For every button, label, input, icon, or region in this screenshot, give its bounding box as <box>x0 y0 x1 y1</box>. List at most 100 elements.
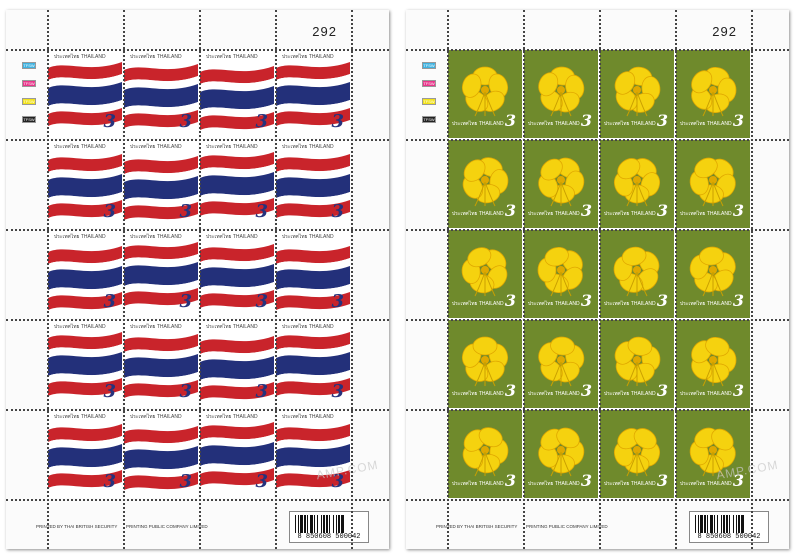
stamp-country-caption: ประเทศไทย THAILAND <box>54 324 106 330</box>
barcode-bar <box>733 515 734 533</box>
barcode-bar <box>729 515 730 533</box>
barcode-bar <box>317 515 318 533</box>
flag-stamp: ประเทศไทย THAILAND 3 <box>200 140 274 228</box>
stamp-country-caption: ประเทศไทย THAILAND <box>452 391 504 397</box>
stamp-denomination: 3 <box>103 111 116 132</box>
flower-stamp: ประเทศไทย THAILAND 3 <box>600 50 674 138</box>
thai-flag-image <box>48 62 122 126</box>
golden-shower-flower-image <box>600 140 674 228</box>
stamp-country-caption: ประเทศไทย THAILAND <box>206 414 258 420</box>
flag-stamp: ประเทศไทย THAILAND 3 <box>276 320 350 408</box>
stamp-country-caption: ประเทศไทย THAILAND <box>282 54 334 60</box>
thai-flag-image <box>200 152 274 216</box>
barcode-bar <box>721 515 722 533</box>
thai-flag-image <box>200 66 274 130</box>
barcode-bar <box>336 515 337 533</box>
flower-stamp: ประเทศไทย THAILAND 3 <box>676 140 750 228</box>
perforation-row <box>406 139 789 141</box>
stamp-country-caption: ประเทศไทย THAILAND <box>680 211 732 217</box>
stamp-denomination: 3 <box>732 291 744 310</box>
flower-stamp: ประเทศไทย THAILAND 3 <box>448 50 522 138</box>
flag-stamp: ประเทศไทย THAILAND 3 <box>48 320 122 408</box>
stamp-denomination: 3 <box>656 111 668 130</box>
stamp-denomination: 3 <box>504 291 516 310</box>
flower-stamp: ประเทศไทย THAILAND 3 <box>524 320 598 408</box>
stamp-denomination: 3 <box>732 381 744 400</box>
stamp-country-caption: ประเทศไทย THAILAND <box>130 234 182 240</box>
stamp-denomination: 3 <box>255 111 268 132</box>
stamp-denomination: 3 <box>179 471 192 492</box>
perforation-column <box>447 10 449 549</box>
color-swatch: TFSW <box>22 116 36 123</box>
golden-shower-flower-image <box>524 410 598 498</box>
golden-shower-flower-image <box>524 320 598 408</box>
color-swatch: TFSW <box>22 80 36 87</box>
thai-flag-image <box>200 336 274 400</box>
stamp-country-caption: ประเทศไทย THAILAND <box>282 414 334 420</box>
stamp-country-caption: ประเทศไทย THAILAND <box>604 121 656 127</box>
printer-imprint-left: PRINTED BY THAI BRITISH SECURITY <box>36 524 118 529</box>
stamp-denomination: 3 <box>504 381 516 400</box>
stamp-denomination: 3 <box>580 111 592 130</box>
golden-shower-flower-image <box>676 140 750 228</box>
stamp-country-caption: ประเทศไทย THAILAND <box>54 144 106 150</box>
golden-shower-flower-image <box>600 320 674 408</box>
thai-flag-image <box>48 246 122 310</box>
thai-flag-image <box>124 242 198 306</box>
golden-shower-flower-image <box>600 410 674 498</box>
stamp-country-caption: ประเทศไทย THAILAND <box>452 211 504 217</box>
golden-shower-flower-image <box>524 140 598 228</box>
perforation-row <box>406 49 789 51</box>
stamp-denomination: 3 <box>255 471 268 492</box>
flower-stamp: ประเทศไทย THAILAND 3 <box>600 140 674 228</box>
stamp-country-caption: ประเทศไทย THAILAND <box>604 301 656 307</box>
stamp-denomination: 3 <box>103 291 116 312</box>
stamp-country-caption: ประเทศไทย THAILAND <box>130 324 182 330</box>
flag-stamp: ประเทศไทย THAILAND 3 <box>124 50 198 138</box>
barcode-bar <box>700 515 703 533</box>
barcode-bar <box>710 515 713 533</box>
stamp-denomination: 3 <box>656 201 668 220</box>
thai-flag-image <box>48 332 122 396</box>
color-swatch: TFSW <box>422 62 436 69</box>
barcode-bar <box>323 515 325 533</box>
golden-shower-flower-image <box>600 50 674 138</box>
perforation-row <box>6 319 389 321</box>
printer-imprint-right: PRINTING PUBLIC COMPANY LIMITED <box>126 524 208 529</box>
flag-stamp: ประเทศไทย THAILAND 3 <box>276 50 350 138</box>
stamp-country-caption: ประเทศไทย THAILAND <box>528 301 580 307</box>
perforation-column <box>751 10 753 549</box>
barcode-bar <box>341 515 344 533</box>
golden-shower-flower-image <box>676 50 750 138</box>
thai-flag-image <box>124 64 198 128</box>
perforation-row <box>406 409 789 411</box>
stamp-denomination: 3 <box>504 201 516 220</box>
stamp-denomination: 3 <box>331 111 344 132</box>
stamp-denomination: 3 <box>331 381 344 402</box>
flower-stamp: ประเทศไทย THAILAND 3 <box>676 410 750 498</box>
flower-stamp-sheet: 292 TFSW TFSW TFSW TFSW ประเทศไทย THAILAND 3… <box>406 10 789 549</box>
golden-shower-flower-image <box>448 320 522 408</box>
thai-flag-image <box>276 424 350 488</box>
barcode-bar <box>321 515 322 533</box>
stamp-denomination: 3 <box>580 381 592 400</box>
stamp-country-caption: ประเทศไทย THAILAND <box>282 324 334 330</box>
golden-shower-flower-image <box>676 410 750 498</box>
color-swatch: TFSW <box>422 80 436 87</box>
stamp-country-caption: ประเทศไทย THAILAND <box>206 324 258 330</box>
flower-stamp: ประเทศไทย THAILAND 3 <box>448 320 522 408</box>
flag-stamp: ประเทศไทย THAILAND 3 <box>200 50 274 138</box>
stamp-country-caption: ประเทศไทย THAILAND <box>680 121 732 127</box>
perforation-row <box>6 139 389 141</box>
flower-stamp: ประเทศไทย THAILAND 3 <box>600 230 674 318</box>
stamp-denomination: 3 <box>732 111 744 130</box>
stamp-country-caption: ประเทศไทย THAILAND <box>282 234 334 240</box>
golden-shower-flower-image <box>448 140 522 228</box>
barcode-bar <box>338 515 340 533</box>
stamp-country-caption: ประเทศไทย THAILAND <box>54 234 106 240</box>
thai-flag-image <box>200 422 274 486</box>
stamp-denomination: 3 <box>179 381 192 402</box>
barcode-bar <box>326 515 328 533</box>
flower-stamp: ประเทศไทย THAILAND 3 <box>448 140 522 228</box>
flower-stamp: ประเทศไทย THAILAND 3 <box>448 230 522 318</box>
